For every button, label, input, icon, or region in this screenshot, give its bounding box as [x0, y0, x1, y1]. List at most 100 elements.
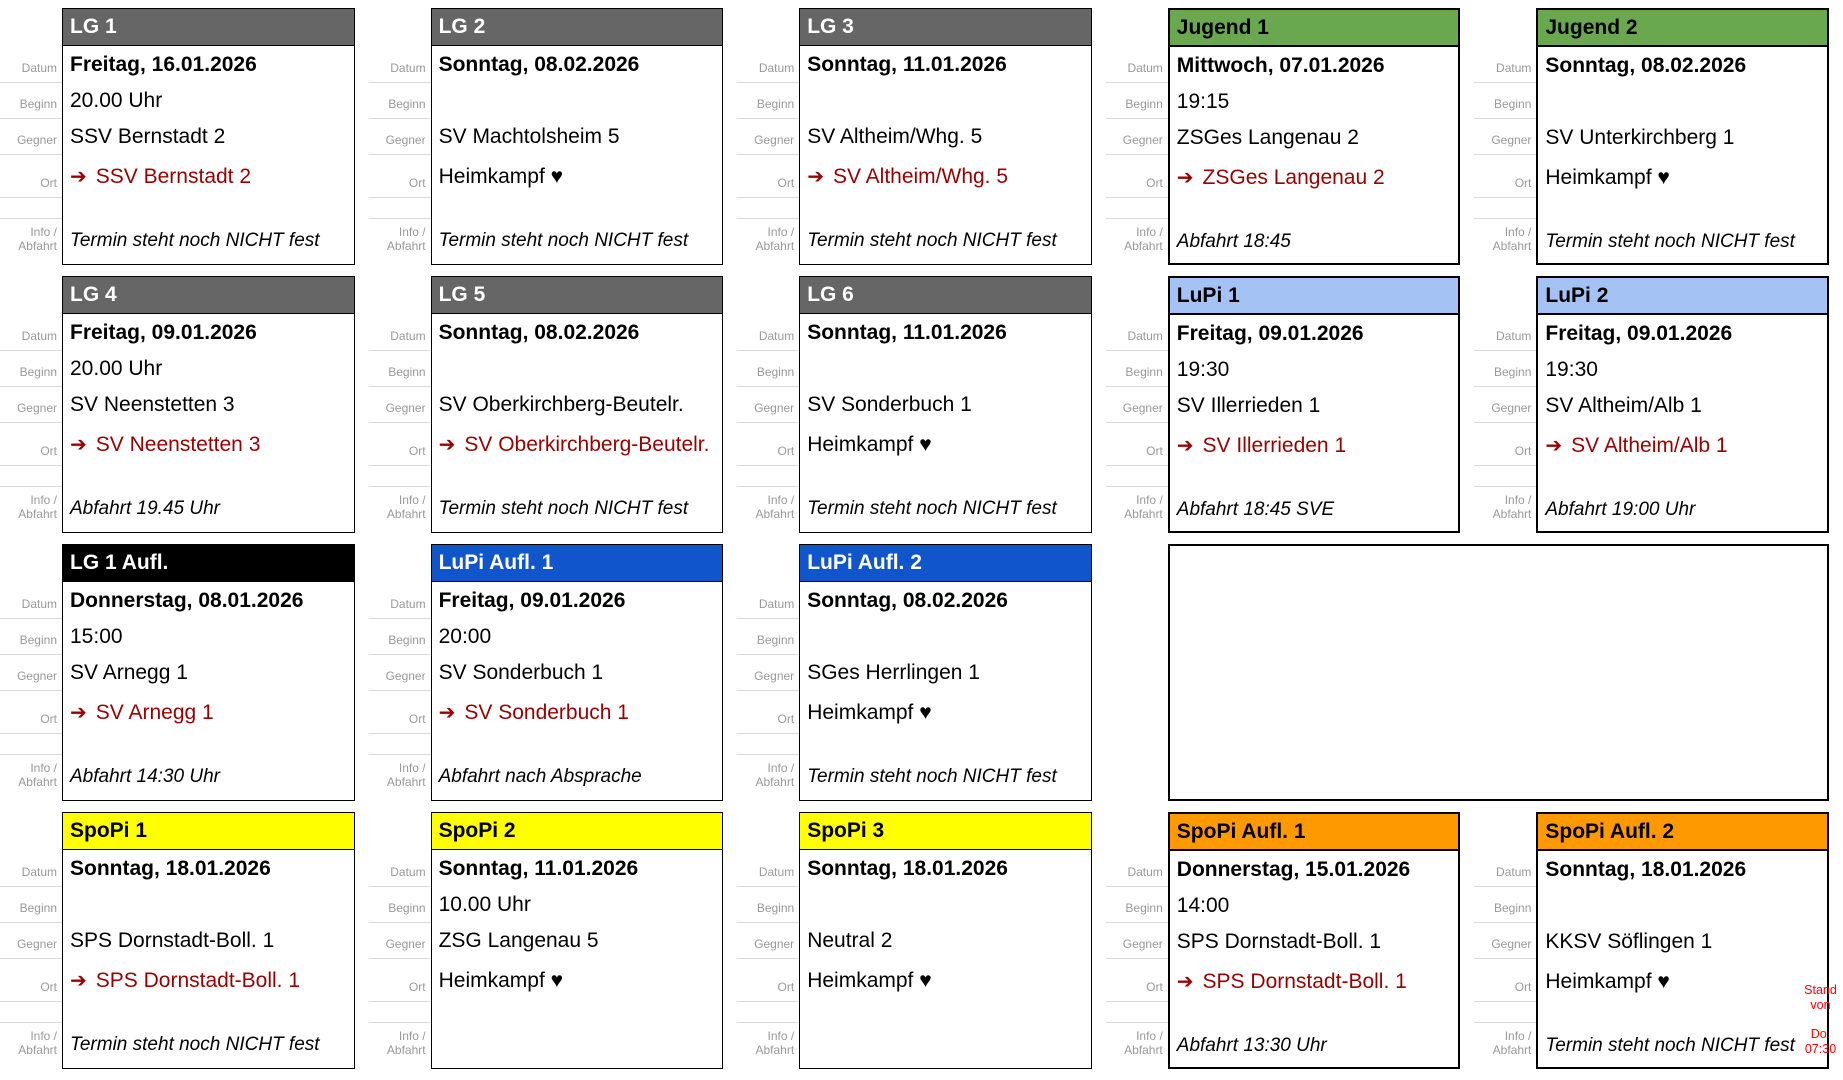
label-info-line2: Abfahrt: [755, 775, 795, 789]
beginn-value: 19:30: [1545, 358, 1598, 381]
ort-value: ➔ ZSGes Langenau 2: [1170, 156, 1459, 199]
gegner-value: SPS Dornstadt-Boll. 1: [70, 929, 275, 952]
card-title: LG 3: [800, 9, 1091, 46]
label-info-abfahrt: Info / Abfahrt: [1106, 219, 1168, 263]
match-card-spopi-aufl-1: SpoPi Aufl. 1 Donnerstag, 15.01.2026 14:…: [1167, 812, 1461, 1069]
spacer-row: [63, 734, 354, 755]
label-datum: Datum: [368, 582, 431, 619]
label-spacer-row: [1105, 198, 1168, 219]
label-info-line2: Abfahrt: [1124, 507, 1163, 521]
label-info-line1: Info /: [1504, 225, 1532, 239]
beginn-value: 15:00: [70, 625, 123, 648]
ort-text: Heimkampf ♥: [438, 968, 564, 992]
label-datum: Datum: [1474, 46, 1537, 83]
match-card-jugend-2: Jugend 2 Sonntag, 08.02.2026 SV Unterkir…: [1536, 8, 1829, 265]
label-gegner: Gegner: [1474, 923, 1537, 959]
ort-value: ➔ SPS Dornstadt-Boll. 1: [63, 959, 354, 1002]
label-spacer-row: [737, 734, 800, 755]
ort-text: SPS Dornstadt-Boll. 1: [1202, 969, 1407, 993]
card-title: LG 4: [63, 277, 354, 314]
spacer-row: [1170, 467, 1459, 488]
datum-value: Sonntag, 11.01.2026: [438, 856, 639, 880]
label-info-line1: Info /: [767, 493, 795, 507]
ort-value: ➔ Heimkampf ♥: [1538, 156, 1827, 199]
row-labels: Datum Beginn Gegner Ort Info / Abfahrt: [737, 46, 800, 263]
row-labels: Datum Beginn Gegner Ort Info / Abfahrt: [737, 850, 800, 1067]
label-spacer-row: [0, 466, 62, 487]
datum-value: Donnerstag, 15.01.2026: [1176, 857, 1411, 881]
ort-text: SV Illerrieden 1: [1202, 433, 1347, 457]
gegner-value: SV Illerrieden 1: [1176, 394, 1321, 417]
label-ort: Ort: [1474, 155, 1537, 198]
schedule-cell: Datum Beginn Gegner Ort Info / Abfahrt S…: [368, 812, 738, 1080]
label-beginn: Beginn: [737, 619, 800, 655]
label-gegner: Gegner: [1105, 387, 1168, 423]
label-datum: Datum: [737, 850, 800, 887]
gegner-value: ZSGes Langenau 2: [1176, 126, 1359, 149]
spacer-row: [1170, 1003, 1459, 1024]
info-value: [432, 1023, 723, 1067]
label-ort: Ort: [737, 423, 800, 466]
label-spacer-row: [368, 734, 431, 755]
label-info-line2: Abfahrt: [386, 775, 426, 789]
spacer-row: [1170, 199, 1459, 220]
row-labels: Datum Beginn Gegner Ort Info / Abfahrt: [368, 46, 431, 263]
label-info-line1: Info /: [30, 761, 57, 775]
label-datum: Datum: [0, 46, 62, 83]
empty-schedule-cell: [1106, 544, 1843, 812]
row-labels: Datum Beginn Gegner Ort Info / Abfahrt: [1474, 850, 1537, 1067]
label-datum: Datum: [0, 850, 62, 887]
empty-card-box: [1167, 544, 1829, 801]
beginn-value: [800, 83, 1091, 119]
label-info-line2: Abfahrt: [18, 1043, 57, 1057]
row-labels: Datum Beginn Gegner Ort Info / Abfahrt: [1105, 850, 1168, 1067]
label-info-line1: Info /: [767, 761, 795, 775]
info-value: Termin steht noch NICHT fest: [807, 498, 1057, 519]
away-arrow-icon: ➔: [1545, 435, 1563, 457]
label-ort: Ort: [1474, 959, 1537, 1002]
info-value: Termin steht noch NICHT fest: [70, 230, 320, 251]
away-arrow-icon: ➔: [438, 434, 456, 456]
label-info-line1: Info /: [30, 493, 57, 507]
label-ort: Ort: [0, 959, 62, 1002]
beginn-value: 20.00 Uhr: [70, 89, 163, 112]
spacer-row: [432, 466, 723, 487]
info-value: Termin steht noch NICHT fest: [438, 498, 689, 519]
label-gegner: Gegner: [368, 923, 431, 959]
row-labels: Datum Beginn Gegner Ort Info / Abfahrt: [0, 582, 62, 799]
label-datum: Datum: [368, 314, 431, 351]
ort-value: ➔ Heimkampf ♥: [800, 959, 1091, 1002]
label-datum: Datum: [368, 46, 431, 83]
gegner-value: SV Machtolsheim 5: [438, 125, 620, 148]
label-info-line2: Abfahrt: [1492, 239, 1532, 253]
label-gegner: Gegner: [737, 119, 800, 155]
label-ort: Ort: [368, 959, 431, 1002]
card-title: Jugend 2: [1538, 10, 1827, 47]
label-gegner: Gegner: [737, 387, 800, 423]
label-datum: Datum: [1105, 850, 1168, 887]
schedule-cell: Datum Beginn Gegner Ort Info / Abfahrt L…: [0, 8, 369, 276]
label-spacer-row: [368, 198, 431, 219]
away-arrow-icon: ➔: [70, 434, 87, 456]
label-info-line2: Abfahrt: [18, 507, 57, 521]
label-info-line1: Info /: [398, 493, 426, 507]
label-datum: Datum: [0, 582, 62, 619]
label-spacer-row: [1474, 1002, 1537, 1023]
schedule-cell: Datum Beginn Gegner Ort Info / Abfahrt L…: [737, 544, 1106, 812]
schedule-cell: Datum Beginn Gegner Ort Info / Abfahrt S…: [1105, 812, 1475, 1080]
label-info-line2: Abfahrt: [386, 507, 426, 521]
card-title: LG 1 Aufl.: [63, 545, 354, 582]
info-value: Abfahrt 18:45: [1176, 231, 1291, 252]
info-value: Termin steht noch NICHT fest: [70, 1034, 320, 1055]
gegner-value: SV Unterkirchberg 1: [1545, 126, 1735, 149]
label-info-abfahrt: Info / Abfahrt: [1474, 1023, 1536, 1067]
datum-value: Freitag, 09.01.2026: [70, 320, 257, 344]
label-beginn: Beginn: [1105, 887, 1168, 923]
label-ort: Ort: [368, 423, 431, 466]
label-info-line1: Info /: [1504, 493, 1532, 507]
label-info-abfahrt: Info / Abfahrt: [0, 219, 62, 263]
datum-value: Mittwoch, 07.01.2026: [1176, 53, 1385, 77]
status-note-stand-von: Stand von: [1804, 983, 1837, 1012]
datum-value: Sonntag, 11.01.2026: [807, 320, 1007, 344]
